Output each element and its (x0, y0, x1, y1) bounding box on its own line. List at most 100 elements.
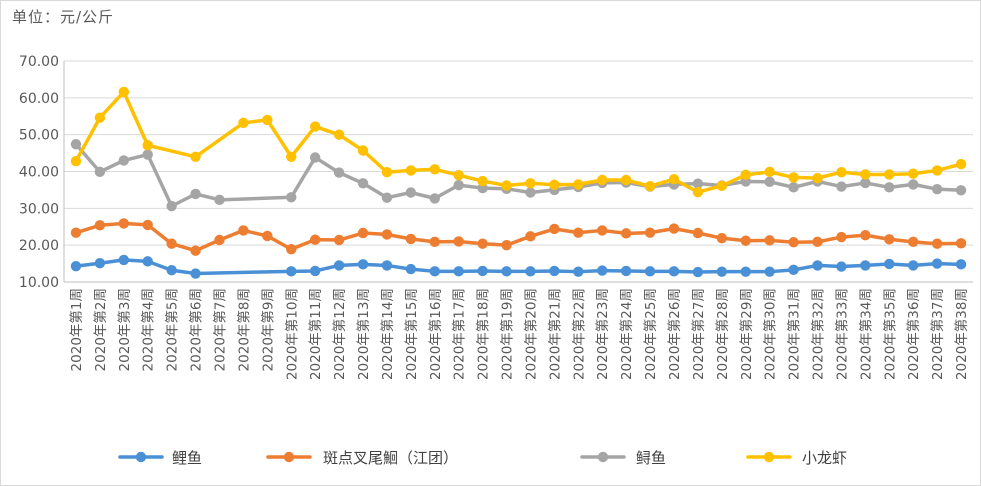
data-point (238, 225, 249, 236)
data-point (692, 178, 704, 189)
x-tick-label: 2020年第36周 (905, 288, 922, 380)
x-tick-label: 2020年第29周 (738, 288, 755, 380)
data-point (931, 238, 943, 249)
data-point (788, 182, 799, 193)
legend-label: 鲟鱼 (636, 449, 666, 467)
data-point (501, 239, 512, 251)
data-point (836, 167, 847, 178)
data-point (118, 254, 130, 266)
x-tick-label: 2020年第2周 (92, 288, 109, 371)
data-point (309, 265, 321, 277)
data-point (597, 265, 608, 276)
data-point (668, 266, 680, 277)
y-tick-label: 20.00 (19, 238, 59, 254)
data-point (573, 266, 584, 277)
data-point (94, 258, 106, 269)
x-tick-label: 2020年第8周 (235, 288, 252, 371)
data-point (333, 234, 345, 246)
data-point (142, 149, 153, 160)
data-point (740, 266, 751, 277)
x-tick-label: 2020年第25周 (642, 288, 659, 380)
data-point (429, 164, 440, 175)
data-point (405, 263, 417, 275)
data-point (740, 235, 751, 246)
data-point (190, 188, 201, 200)
y-tick-label: 40.00 (19, 165, 59, 181)
data-point (716, 232, 728, 244)
data-point (573, 179, 584, 190)
x-tick-label: 2020年第18周 (475, 288, 492, 380)
x-tick-label: 2020年第4周 (140, 288, 157, 371)
data-point (620, 265, 632, 277)
data-point (453, 179, 464, 191)
data-point (381, 229, 393, 240)
legend-marker (597, 451, 609, 463)
x-tick-label: 2020年第24周 (618, 288, 635, 380)
data-point (142, 256, 153, 267)
y-tick-label: 30.00 (19, 201, 59, 217)
data-point (357, 259, 369, 270)
series-3 (70, 86, 967, 198)
data-point (788, 237, 799, 248)
data-point (70, 155, 82, 167)
x-tick-label: 2020年第13周 (355, 288, 372, 380)
data-point (381, 167, 393, 178)
data-point (907, 260, 919, 271)
data-point (549, 265, 560, 277)
x-tick-label: 2020年第21周 (546, 288, 563, 380)
x-tick-label: 2020年第22周 (570, 288, 587, 380)
x-tick-label: 2020年第37周 (929, 288, 946, 380)
data-point (955, 158, 967, 170)
series-line (74, 258, 963, 276)
data-point (333, 129, 345, 140)
x-tick-label: 2020年第28周 (714, 288, 731, 380)
data-point (501, 266, 512, 277)
data-point (357, 145, 369, 156)
data-point (142, 140, 153, 151)
x-tick-label: 2020年第14周 (379, 288, 396, 380)
data-point (597, 174, 608, 186)
data-point (429, 266, 440, 277)
data-point (429, 193, 440, 204)
data-point (118, 155, 130, 166)
data-point (166, 265, 177, 276)
data-point (501, 180, 512, 191)
data-point (931, 258, 943, 269)
x-tick-label: 2020年第3周 (116, 288, 133, 371)
y-tick-label: 50.00 (19, 128, 59, 144)
y-tick-label: 10.00 (19, 275, 59, 291)
legend-marker (283, 451, 295, 463)
data-point (166, 238, 177, 249)
x-tick-label: 2020年第35周 (881, 288, 898, 380)
data-point (955, 238, 967, 249)
data-point (931, 165, 943, 176)
data-point (453, 169, 464, 181)
data-point (836, 231, 847, 243)
x-tick-label: 2020年第27周 (690, 288, 707, 380)
data-point (453, 266, 464, 277)
data-point (214, 194, 225, 206)
data-point (70, 260, 82, 272)
data-point (884, 234, 895, 245)
data-point (70, 227, 82, 238)
data-point (907, 179, 919, 190)
data-point (190, 151, 201, 162)
data-point (429, 236, 440, 248)
data-point (764, 266, 775, 277)
data-point (860, 169, 871, 180)
data-point (309, 121, 321, 132)
data-point (286, 244, 297, 255)
data-point (381, 260, 393, 271)
series-0 (70, 254, 967, 279)
x-tick-label: 2020年第11周 (307, 288, 324, 380)
data-point (716, 266, 728, 277)
x-tick-label: 2020年第15周 (403, 288, 420, 380)
legend-label: 鲤鱼 (172, 449, 202, 467)
x-tick-label: 2020年第6周 (188, 288, 205, 371)
data-point (525, 178, 536, 189)
x-tick-label: 2020年第33周 (833, 288, 850, 380)
data-point (884, 258, 895, 270)
data-point (166, 200, 177, 212)
data-point (644, 266, 656, 277)
data-point (740, 169, 751, 181)
